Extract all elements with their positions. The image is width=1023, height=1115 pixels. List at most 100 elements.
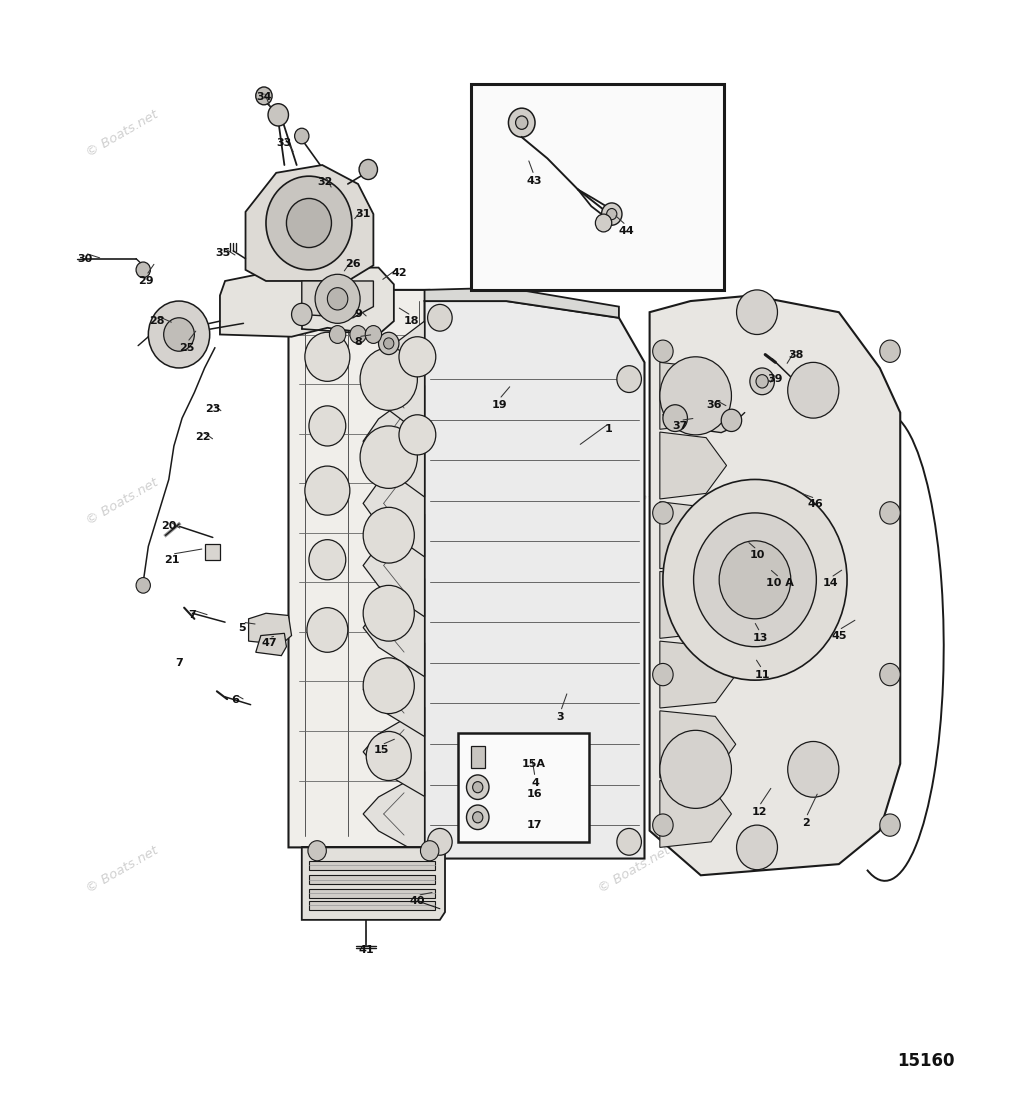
- Polygon shape: [309, 861, 435, 870]
- Text: 29: 29: [138, 277, 154, 285]
- Text: 40: 40: [409, 896, 426, 905]
- Circle shape: [880, 502, 900, 524]
- Circle shape: [363, 658, 414, 714]
- Bar: [471, 84, 724, 290]
- Polygon shape: [660, 780, 731, 847]
- Circle shape: [309, 406, 346, 446]
- Text: 6: 6: [231, 696, 239, 705]
- Text: 8: 8: [354, 338, 362, 347]
- Circle shape: [602, 203, 622, 225]
- Polygon shape: [363, 449, 425, 556]
- Polygon shape: [425, 288, 619, 318]
- Circle shape: [136, 578, 150, 593]
- Text: 35: 35: [216, 249, 230, 258]
- Polygon shape: [660, 502, 727, 569]
- Text: © Boats.net: © Boats.net: [596, 108, 672, 159]
- Text: 22: 22: [194, 433, 211, 442]
- Circle shape: [307, 608, 348, 652]
- Text: 43: 43: [526, 176, 542, 185]
- Circle shape: [428, 828, 452, 855]
- Polygon shape: [425, 301, 644, 859]
- Circle shape: [428, 304, 452, 331]
- Text: 17: 17: [526, 821, 542, 830]
- Text: 25: 25: [179, 343, 195, 352]
- Text: 10 A: 10 A: [765, 579, 794, 588]
- Polygon shape: [660, 362, 730, 429]
- Text: 2: 2: [802, 818, 810, 827]
- Circle shape: [292, 303, 312, 326]
- Text: 42: 42: [391, 269, 407, 278]
- Circle shape: [737, 290, 777, 334]
- Circle shape: [350, 326, 366, 343]
- Polygon shape: [309, 901, 435, 910]
- Polygon shape: [363, 514, 425, 617]
- Text: 18: 18: [403, 317, 419, 326]
- Circle shape: [719, 541, 791, 619]
- Bar: [458, 733, 589, 842]
- Polygon shape: [309, 889, 435, 898]
- Circle shape: [164, 318, 194, 351]
- Text: 13: 13: [752, 633, 768, 642]
- Text: 5: 5: [238, 623, 247, 632]
- Polygon shape: [363, 643, 425, 737]
- Circle shape: [473, 812, 483, 823]
- Circle shape: [315, 274, 360, 323]
- Polygon shape: [302, 281, 373, 318]
- Polygon shape: [249, 613, 292, 644]
- Circle shape: [653, 502, 673, 524]
- Polygon shape: [363, 707, 425, 796]
- Text: 38: 38: [788, 350, 804, 359]
- Text: 33: 33: [277, 138, 292, 147]
- Circle shape: [663, 405, 687, 432]
- Circle shape: [750, 368, 774, 395]
- Text: 10: 10: [749, 551, 765, 560]
- Circle shape: [136, 262, 150, 278]
- Circle shape: [329, 326, 346, 343]
- Circle shape: [268, 104, 288, 126]
- Circle shape: [660, 730, 731, 808]
- Circle shape: [737, 825, 777, 870]
- Circle shape: [880, 340, 900, 362]
- Polygon shape: [205, 544, 220, 560]
- Circle shape: [660, 357, 731, 435]
- Text: 39: 39: [767, 375, 784, 384]
- Text: 41: 41: [358, 946, 374, 954]
- Circle shape: [663, 479, 847, 680]
- Circle shape: [305, 466, 350, 515]
- Circle shape: [286, 198, 331, 248]
- Text: © Boats.net: © Boats.net: [85, 844, 161, 895]
- Text: 21: 21: [164, 555, 180, 564]
- Circle shape: [384, 338, 394, 349]
- Text: 15160: 15160: [897, 1053, 954, 1070]
- Circle shape: [880, 663, 900, 686]
- Circle shape: [379, 332, 399, 355]
- Circle shape: [694, 513, 816, 647]
- Circle shape: [308, 841, 326, 861]
- Circle shape: [266, 176, 352, 270]
- Circle shape: [360, 348, 417, 410]
- Circle shape: [399, 337, 436, 377]
- Text: © Boats.net: © Boats.net: [596, 844, 672, 895]
- Circle shape: [721, 409, 742, 432]
- Polygon shape: [660, 432, 726, 500]
- Circle shape: [756, 375, 768, 388]
- Text: 20: 20: [161, 522, 177, 531]
- Text: 28: 28: [148, 317, 165, 326]
- Circle shape: [305, 332, 350, 381]
- Text: 36: 36: [706, 400, 722, 409]
- Text: 15A: 15A: [522, 759, 546, 768]
- Circle shape: [788, 362, 839, 418]
- Circle shape: [295, 128, 309, 144]
- Text: 45: 45: [831, 631, 847, 640]
- Circle shape: [148, 301, 210, 368]
- Polygon shape: [660, 711, 736, 778]
- Text: 19: 19: [491, 400, 507, 409]
- Circle shape: [327, 288, 348, 310]
- Text: 47: 47: [261, 639, 277, 648]
- Text: 30: 30: [78, 254, 92, 263]
- Circle shape: [366, 731, 411, 780]
- Polygon shape: [256, 633, 286, 656]
- Polygon shape: [663, 404, 737, 433]
- Circle shape: [508, 108, 535, 137]
- Circle shape: [607, 209, 617, 220]
